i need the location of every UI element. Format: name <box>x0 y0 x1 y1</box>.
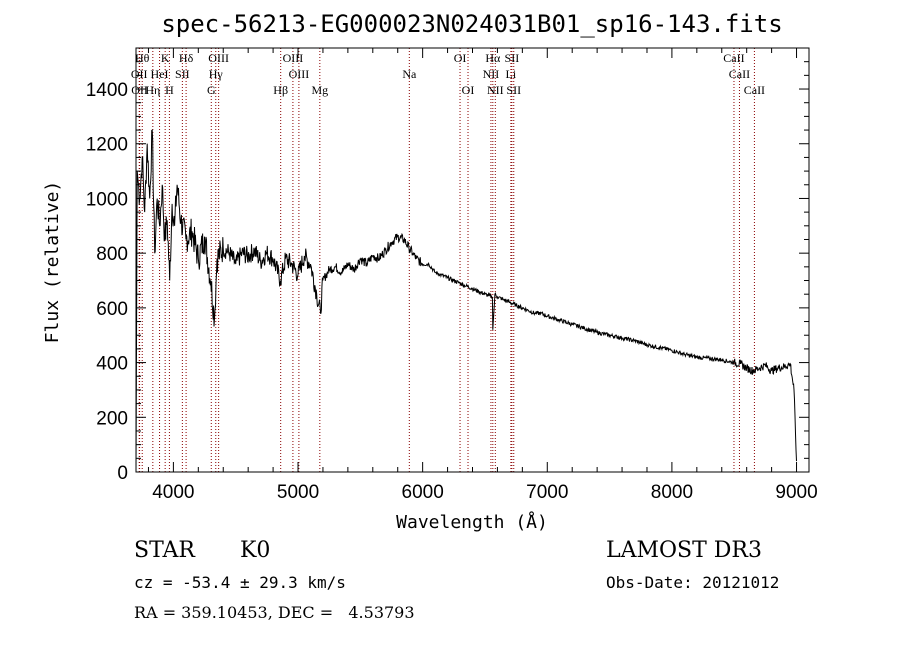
y-tick-label: 1400 <box>86 80 128 101</box>
line-label: Mg <box>311 83 328 97</box>
object-class: STAR <box>134 538 195 563</box>
line-label: SII <box>506 83 521 97</box>
line-label: OIII <box>283 51 304 65</box>
y-tick-label: 0 <box>117 463 128 484</box>
y-tick-label: 1000 <box>86 189 128 210</box>
coordinates: RA = 359.10453, DEC = 4.53793 <box>134 603 415 622</box>
x-tick-label: 6000 <box>402 482 444 503</box>
y-axis-ticks: 0 200 400 600 800 1000 1200 1400 <box>86 61 809 484</box>
x-tick-label: 8000 <box>651 482 693 503</box>
line-label: CaII <box>729 67 750 81</box>
line-label: OII <box>131 83 148 97</box>
object-subclass: K0 <box>240 538 271 563</box>
line-markers <box>138 48 755 472</box>
line-label: SII <box>505 51 520 65</box>
line-label: Na <box>402 67 417 81</box>
survey-name: LAMOST DR3 <box>606 538 762 563</box>
x-axis-ticks: 4000 5000 6000 7000 8000 9000 <box>147 48 818 503</box>
y-tick-label: 600 <box>96 299 128 320</box>
line-label: CaII <box>744 83 765 97</box>
line-label: OIII <box>289 67 310 81</box>
line-label: CaII <box>723 51 744 65</box>
line-label: Hα <box>485 51 501 65</box>
line-label: Hθ <box>135 51 150 65</box>
line-label: Hδ <box>179 51 194 65</box>
line-label: NII <box>487 83 504 97</box>
line-label: Li <box>506 67 517 81</box>
chart-title: spec-56213-EG000023N024031B01_sp16-143.f… <box>161 10 782 38</box>
line-label: Hβ <box>273 83 288 97</box>
line-label: OI <box>462 83 475 97</box>
line-label: Hγ <box>209 67 224 81</box>
spectrum-line <box>135 129 797 473</box>
y-axis-label: Flux (relative) <box>42 181 63 344</box>
line-label: OI <box>454 51 467 65</box>
x-tick-label: 9000 <box>775 482 817 503</box>
x-tick-label: 4000 <box>152 482 194 503</box>
x-tick-label: 7000 <box>526 482 568 503</box>
line-label: OIII <box>208 51 229 65</box>
line-label: G <box>207 83 216 97</box>
line-label: SII <box>175 67 190 81</box>
x-axis-label: Wavelength (Å) <box>396 511 548 533</box>
observation-date: Obs-Date: 20121012 <box>606 573 780 592</box>
y-tick-label: 800 <box>96 244 128 265</box>
x-tick-label: 5000 <box>277 482 319 503</box>
line-label: H <box>165 83 174 97</box>
line-label: NII <box>483 67 500 81</box>
redshift-velocity: cz = -53.4 ± 29.3 km/s <box>134 573 346 592</box>
line-label: Hη <box>145 83 160 97</box>
line-label: OII <box>131 67 148 81</box>
line-label: HeI <box>151 67 169 81</box>
y-tick-label: 1200 <box>86 135 128 156</box>
y-tick-label: 200 <box>96 408 128 429</box>
line-label: K <box>161 51 170 65</box>
y-tick-label: 400 <box>96 354 128 375</box>
